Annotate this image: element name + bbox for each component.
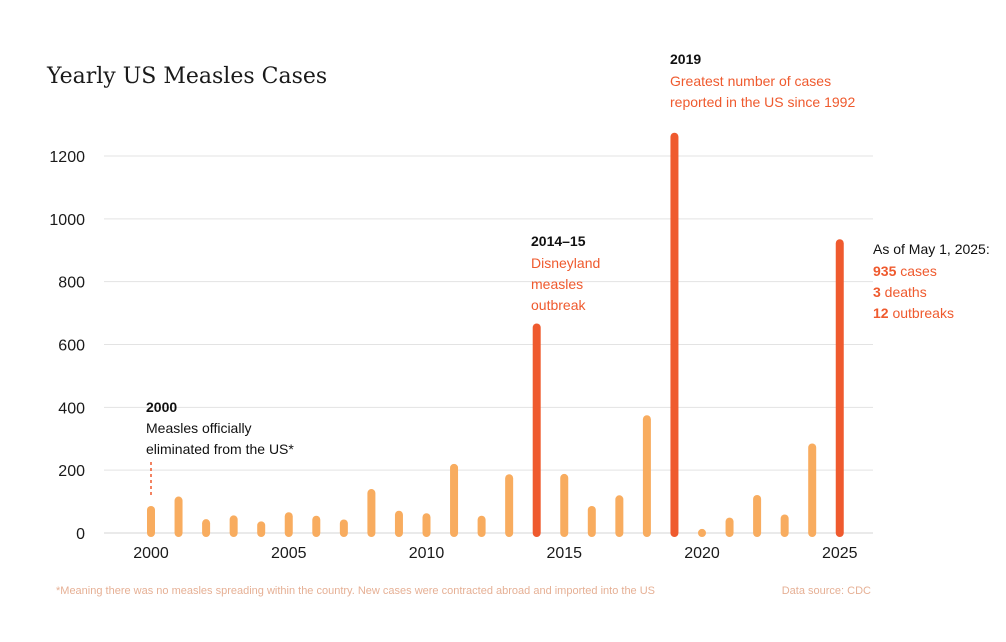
x-axis-ticks: 2000 2005 2010 2015 2020 2025 xyxy=(133,545,857,562)
cases-label: cases xyxy=(896,263,936,279)
y-tick-label: 600 xyxy=(58,338,85,355)
annotation-2019-heading: 2019 xyxy=(670,51,701,67)
annotation-2025-deaths: 3 deaths xyxy=(873,284,927,300)
annotation-2000-heading: 2000 xyxy=(146,399,177,415)
annotation-2014-line-1: Disneyland xyxy=(531,255,600,271)
y-tick-label: 1000 xyxy=(49,212,85,229)
annotation-2000-line-2: eliminated from the US* xyxy=(146,441,294,457)
deaths-label: deaths xyxy=(881,284,927,300)
outbreaks-label: outbreaks xyxy=(889,305,954,321)
annotation-2014-line-3: outbreak xyxy=(531,297,586,313)
y-axis-ticks: 0 200 400 600 800 1000 1200 xyxy=(49,149,85,543)
y-tick-label: 800 xyxy=(58,275,85,292)
deaths-value: 3 xyxy=(873,284,881,300)
chart-title: Yearly US Measles Cases xyxy=(46,64,327,89)
x-tick-label: 2015 xyxy=(546,545,582,562)
annotation-2019: 2019 Greatest number of cases reported i… xyxy=(670,51,855,110)
y-tick-label: 1200 xyxy=(49,149,85,166)
x-tick-label: 2005 xyxy=(271,545,307,562)
y-tick-label: 200 xyxy=(58,463,85,480)
bars xyxy=(147,132,844,537)
x-tick-label: 2000 xyxy=(133,545,169,562)
data-source: Data source: CDC xyxy=(782,585,871,597)
annotation-2025-heading: As of May 1, 2025: xyxy=(873,241,990,257)
annotation-2025-outbreaks: 12 outbreaks xyxy=(873,305,954,321)
x-tick-label: 2020 xyxy=(684,545,720,562)
annotation-2000: 2000 Measles officially eliminated from … xyxy=(146,399,294,498)
annotation-2000-line-1: Measles officially xyxy=(146,420,252,436)
annotation-2025-cases: 935 cases xyxy=(873,263,937,279)
annotation-2019-line-1: Greatest number of cases xyxy=(670,73,831,89)
annotation-2014-heading: 2014–15 xyxy=(531,233,586,249)
outbreaks-value: 12 xyxy=(873,305,889,321)
footnote: *Meaning there was no measles spreading … xyxy=(56,585,655,597)
grid-lines xyxy=(104,155,873,534)
annotation-2019-line-2: reported in the US since 1992 xyxy=(670,94,855,110)
x-tick-label: 2025 xyxy=(822,545,858,562)
y-tick-label: 400 xyxy=(58,400,85,417)
annotation-2025: As of May 1, 2025: 935 cases 3 deaths 12… xyxy=(873,241,990,321)
annotation-2014: 2014–15 Disneyland measles outbreak xyxy=(531,233,600,313)
y-tick-label: 0 xyxy=(76,526,85,543)
x-tick-label: 2010 xyxy=(409,545,445,562)
cases-value: 935 xyxy=(873,263,897,279)
annotation-2014-line-2: measles xyxy=(531,276,583,292)
